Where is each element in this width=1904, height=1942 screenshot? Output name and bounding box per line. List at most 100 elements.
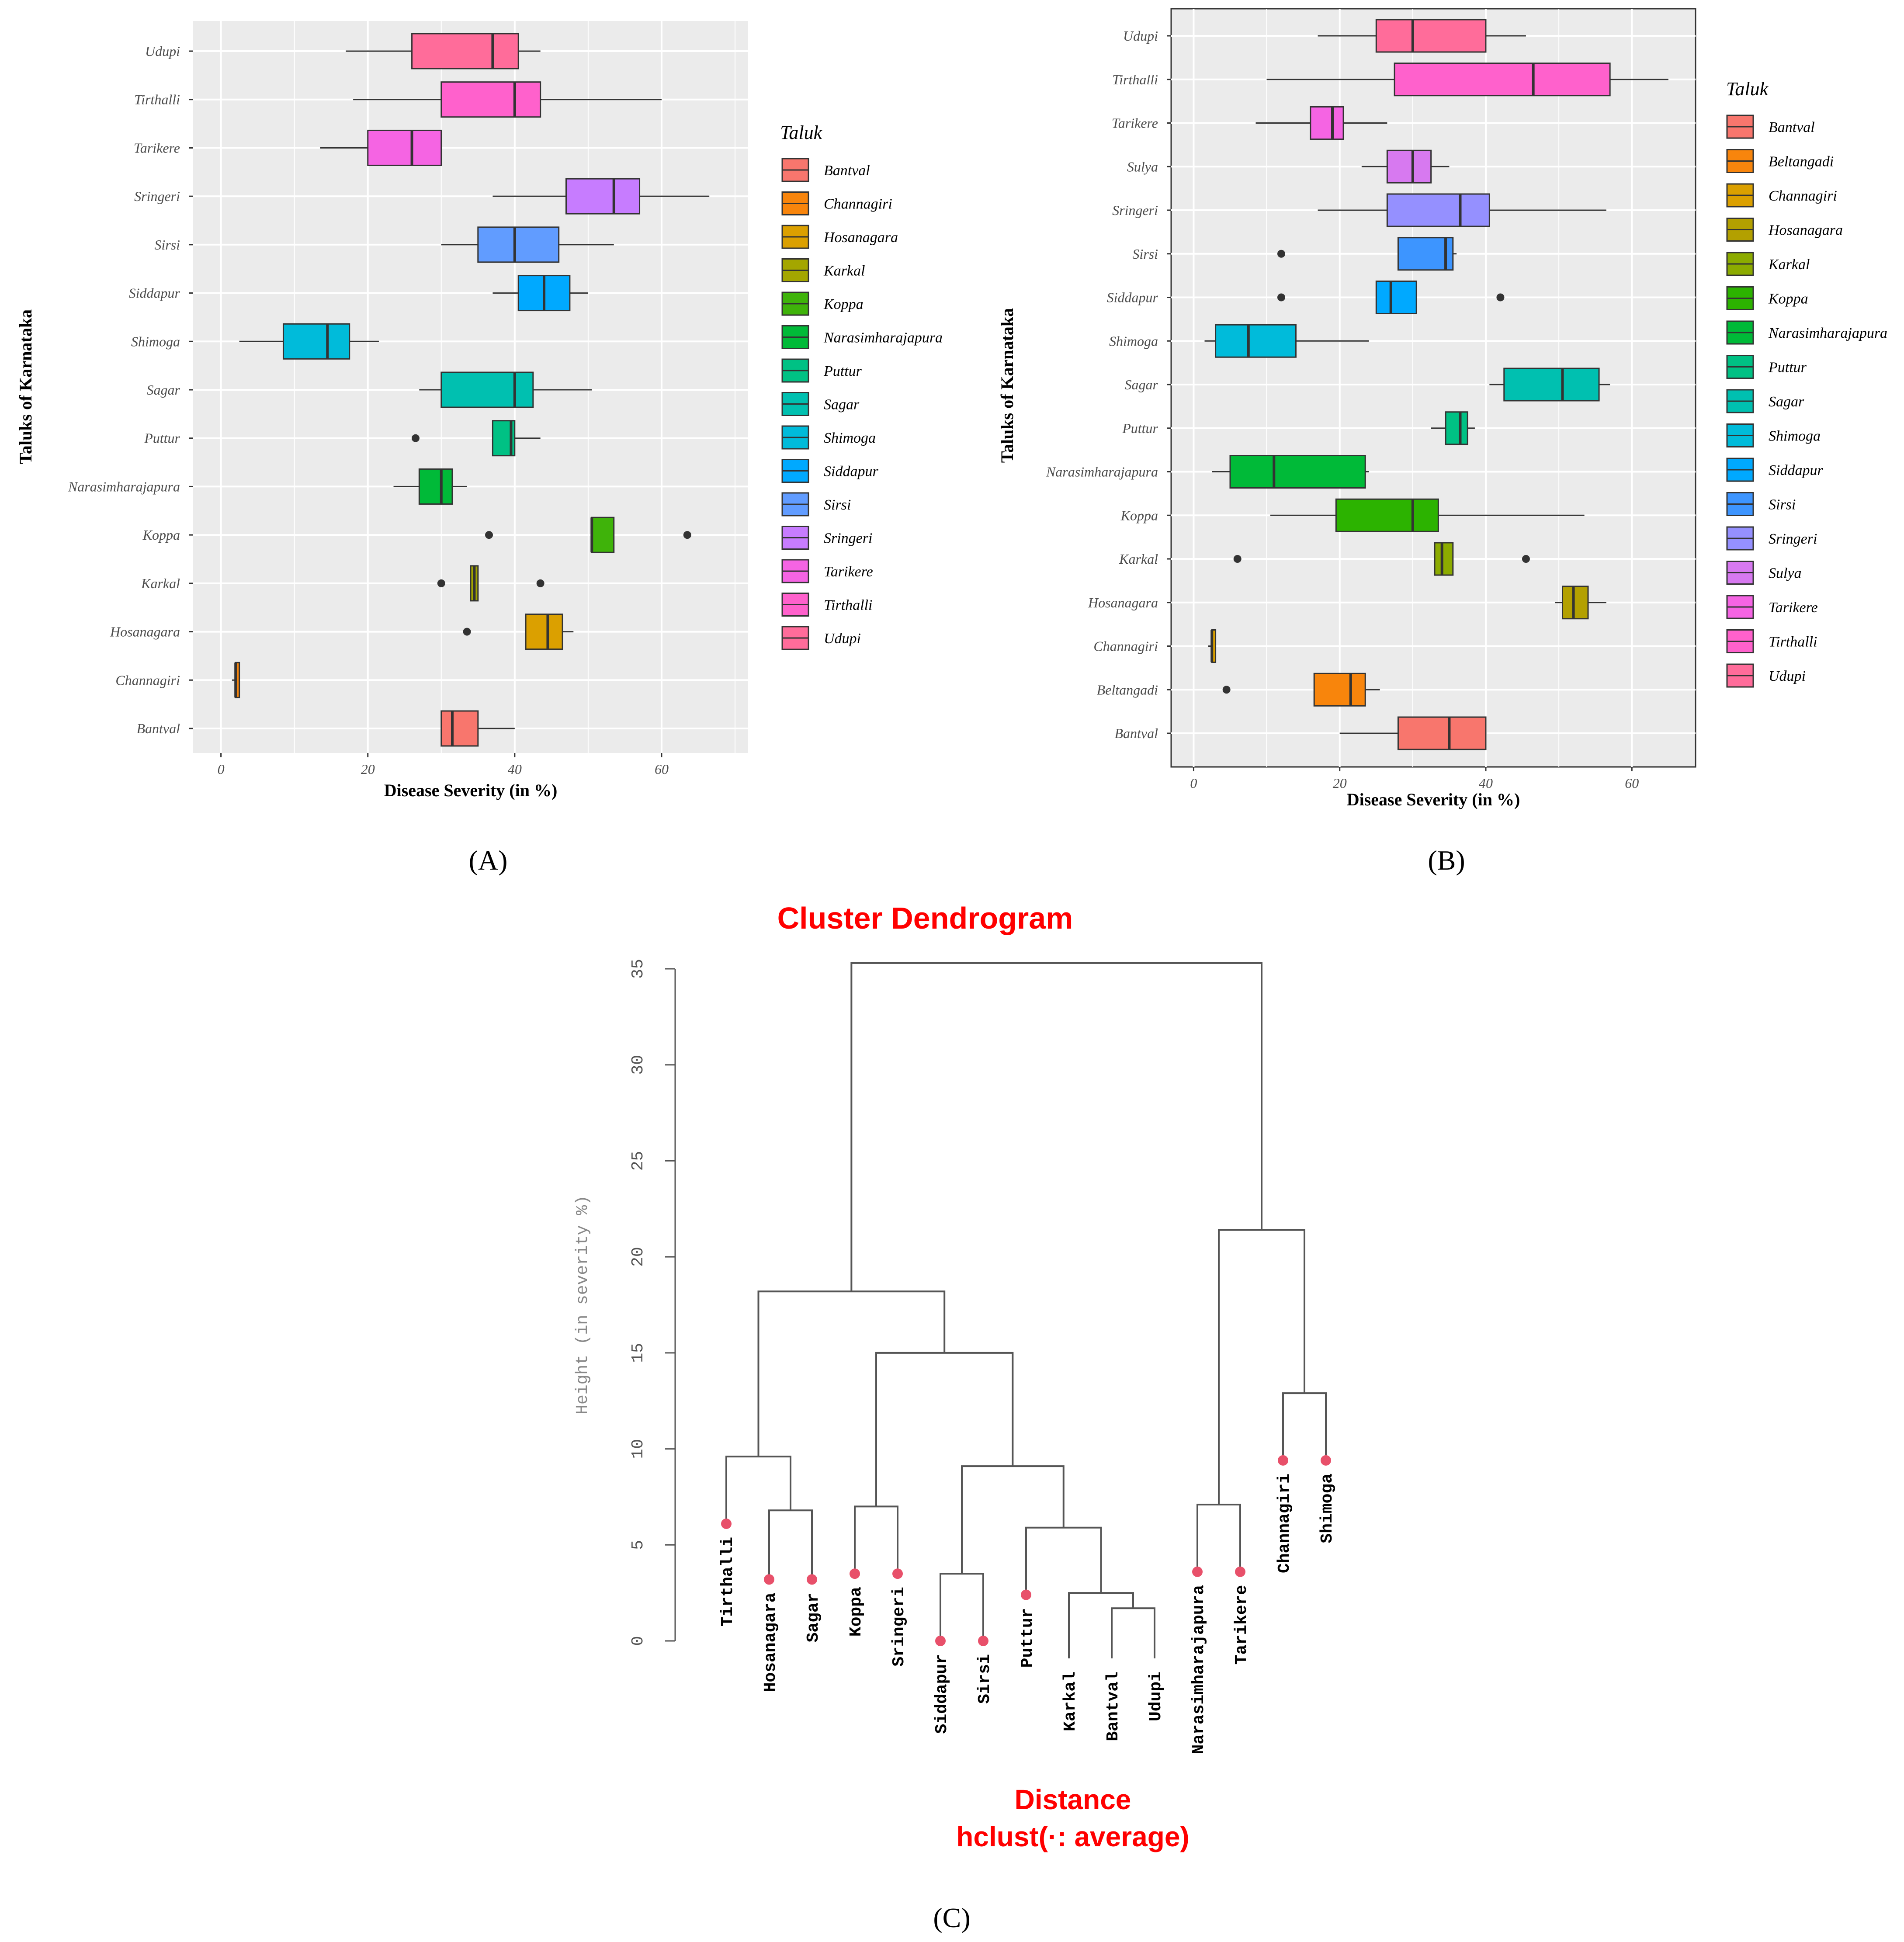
box-bantval: [1397, 716, 1487, 750]
panel-b-legend: Bantval Beltangadi Channagiri Hosanagara Kar…: [1726, 114, 1887, 688]
panel-b-y-axis-title: Taluks of Karnataka: [997, 308, 1017, 463]
box-sringeri: [1386, 193, 1490, 227]
leaf-point-shimoga: [1321, 1455, 1331, 1466]
y-tick-label-bantval: Bantval: [1114, 725, 1158, 741]
branch-m11: [875, 1352, 1014, 1507]
box-shimoga: [282, 323, 350, 360]
y-tick-label-sringeri: Sringeri: [134, 188, 180, 204]
box-hosanagara: [1562, 586, 1589, 620]
legend-label-tirthalli: Tirthalli: [824, 597, 873, 614]
legend-label-channagiri: Channagiri: [824, 196, 892, 212]
box-tirthalli: [1394, 62, 1611, 97]
y-tick-label-puttur: Puttur: [1122, 420, 1158, 436]
outlier-siddapur-0: [1277, 293, 1285, 302]
leaf-label-hosanagara: Hosanagara: [761, 1592, 780, 1692]
legend-label-siddapur: Siddapur: [824, 464, 878, 480]
box-bantval: [440, 710, 479, 747]
leaf-label-puttur: Puttur: [1018, 1608, 1037, 1668]
legend-label-karkal: Karkal: [823, 263, 865, 279]
leaf-label-udupi: Udupi: [1147, 1672, 1165, 1721]
y-tick-label-10: 10: [629, 1439, 648, 1459]
x-tick-label-0: 0: [1190, 775, 1197, 791]
y-tick-label-hosanagara: Hosanagara: [1088, 595, 1158, 610]
y-tick-label-koppa: Koppa: [142, 527, 180, 543]
legend-label-puttur: Puttur: [823, 363, 862, 379]
box-karkal: [1434, 542, 1454, 576]
outlier-karkal-0: [1233, 555, 1242, 563]
legend-label-karkal: Karkal: [1768, 257, 1810, 273]
leaf-label-sirsi: Sirsi: [975, 1654, 994, 1704]
legend-label-shimoga: Shimoga: [1769, 428, 1821, 444]
panel-c-label: (C): [933, 1902, 970, 1933]
box-tarikere: [367, 129, 442, 166]
branch-m8: [961, 1465, 1065, 1574]
box-koppa: [591, 517, 615, 553]
legend-label-beltangadi: Beltangadi: [1769, 154, 1834, 170]
y-tick-label-tirthalli: Tirthalli: [134, 92, 180, 108]
branch-m10: [1282, 1392, 1327, 1460]
leaf-label-sagar: Sagar: [804, 1592, 823, 1642]
leaf-label-shimoga: Shimoga: [1318, 1474, 1337, 1543]
y-tick-label-tarikere: Tarikere: [134, 140, 180, 156]
box-tarikere: [1310, 106, 1344, 140]
panel-a-legend-title: Taluk: [780, 122, 823, 143]
panel-a-boxplot: Udupi Tirthalli Tarikere Sringeri Sirsi Sidda…: [16, 21, 943, 876]
y-tick-label-karkal: Karkal: [141, 576, 180, 591]
legend-label-tarikere: Tarikere: [824, 564, 873, 580]
leaf-point-tarikere: [1235, 1566, 1245, 1577]
y-tick-label-20: 20: [629, 1247, 648, 1267]
dendrogram-y-axis-title: Height (in severity %): [573, 1195, 592, 1415]
legend-label-narasimharajapura: Narasimharajapura: [1768, 325, 1887, 341]
legend-label-sirsi: Sirsi: [824, 497, 851, 513]
box-udupi: [411, 33, 519, 69]
legend-label-sringeri: Sringeri: [824, 531, 872, 547]
panel-b-label: (B): [1428, 845, 1465, 876]
branch-m2: [1068, 1592, 1134, 1658]
legend-label-hosanagara: Hosanagara: [1768, 222, 1843, 239]
panel-a-y-axis-title: Taluks of Karnataka: [16, 309, 35, 464]
legend-label-tarikere: Tarikere: [1769, 600, 1818, 616]
leaf-point-koppa: [850, 1568, 860, 1579]
legend-label-sagar: Sagar: [1769, 394, 1804, 410]
y-tick-label-35: 35: [629, 959, 648, 979]
box-sagar: [1503, 368, 1600, 402]
y-tick-label-tarikere: Tarikere: [1112, 115, 1158, 131]
y-tick-label-narasimharajapura: Narasimharajapura: [68, 479, 180, 494]
leaf-point-channagiri: [1278, 1455, 1288, 1466]
outlier-karkal-0: [437, 579, 445, 587]
branch-m1: [1111, 1607, 1155, 1658]
branch-m4: [1025, 1526, 1102, 1595]
outlier-koppa-1: [683, 531, 691, 539]
box-hosanagara: [525, 614, 563, 650]
panel-c-dendrogram: Cluster Dendrogram 0 5 10 15 20 25 30 35 Height…: [573, 901, 1337, 1933]
y-tick-label-sirsi: Sirsi: [1132, 246, 1158, 262]
dendrogram-x-axis-title: Distance: [1015, 1784, 1131, 1815]
legend-label-siddapur: Siddapur: [1769, 462, 1823, 479]
y-tick-label-tirthalli: Tirthalli: [1112, 72, 1158, 87]
box-shimoga: [1215, 324, 1297, 358]
legend-label-bantval: Bantval: [1769, 119, 1815, 135]
leaf-label-koppa: Koppa: [847, 1587, 866, 1637]
y-tick-label-karkal: Karkal: [1119, 551, 1158, 567]
y-tick-label-beltangadi: Beltangadi: [1097, 682, 1158, 697]
legend-label-channagiri: Channagiri: [1769, 188, 1837, 204]
dendrogram-branches: [725, 962, 1327, 1658]
branch-m5: [768, 1509, 813, 1580]
y-tick-label-hosanagara: Hosanagara: [110, 624, 180, 640]
box-beltangadi: [1313, 673, 1366, 707]
x-tick-label-20: 20: [361, 761, 375, 777]
outlier-siddapur-1: [1496, 293, 1505, 302]
panel-b-legend-title: Taluk: [1726, 78, 1769, 100]
leaf-point-tirthalli: [721, 1518, 732, 1529]
leaf-label-narasimharajapura: Narasimharajapura: [1190, 1585, 1208, 1755]
y-tick-label-sringeri: Sringeri: [1112, 202, 1158, 218]
box-siddapur: [1375, 281, 1417, 314]
leaf-label-sringeri: Sringeri: [890, 1587, 909, 1666]
panel-a-x-axis-title: Disease Severity (in %): [384, 780, 558, 800]
y-tick-label-sulya: Sulya: [1127, 159, 1158, 174]
panel-b-boxes: [1204, 19, 1668, 750]
legend-label-sulya: Sulya: [1769, 565, 1802, 582]
leaf-point-puttur: [1021, 1589, 1031, 1600]
